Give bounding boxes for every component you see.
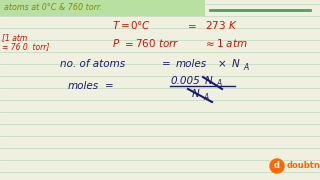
- Circle shape: [270, 159, 284, 173]
- Text: no. of atoms: no. of atoms: [60, 59, 125, 69]
- Text: $T=$: $T=$: [112, 19, 130, 31]
- Text: doubtnut: doubtnut: [287, 161, 320, 170]
- Text: $=$: $=$: [185, 20, 196, 30]
- Text: [1 atm: [1 atm: [2, 33, 27, 42]
- Text: =: =: [162, 59, 171, 69]
- Text: $1\ atm$: $1\ atm$: [216, 37, 248, 49]
- Text: A: A: [203, 93, 208, 102]
- Text: 0.005: 0.005: [170, 76, 200, 86]
- Text: $\times$: $\times$: [217, 59, 226, 69]
- Text: = 76 0  torr]: = 76 0 torr]: [2, 42, 49, 51]
- Text: $P$: $P$: [112, 37, 120, 49]
- Text: $=$: $=$: [122, 38, 134, 48]
- Text: moles: moles: [176, 59, 207, 69]
- Text: A: A: [216, 80, 221, 89]
- Text: $\approx$: $\approx$: [203, 38, 215, 48]
- Text: moles: moles: [68, 81, 99, 91]
- Text: $760\ torr$: $760\ torr$: [135, 37, 180, 49]
- Text: N: N: [192, 89, 200, 99]
- Text: atoms at 0°C & 760 torr.: atoms at 0°C & 760 torr.: [4, 3, 102, 12]
- Text: N: N: [232, 59, 240, 69]
- FancyBboxPatch shape: [0, 0, 205, 16]
- Text: $0°C$: $0°C$: [130, 19, 151, 31]
- Text: d: d: [274, 161, 280, 170]
- Text: $273\ K$: $273\ K$: [205, 19, 238, 31]
- Text: =: =: [105, 81, 114, 91]
- Text: A: A: [243, 64, 248, 73]
- Text: N: N: [205, 76, 213, 86]
